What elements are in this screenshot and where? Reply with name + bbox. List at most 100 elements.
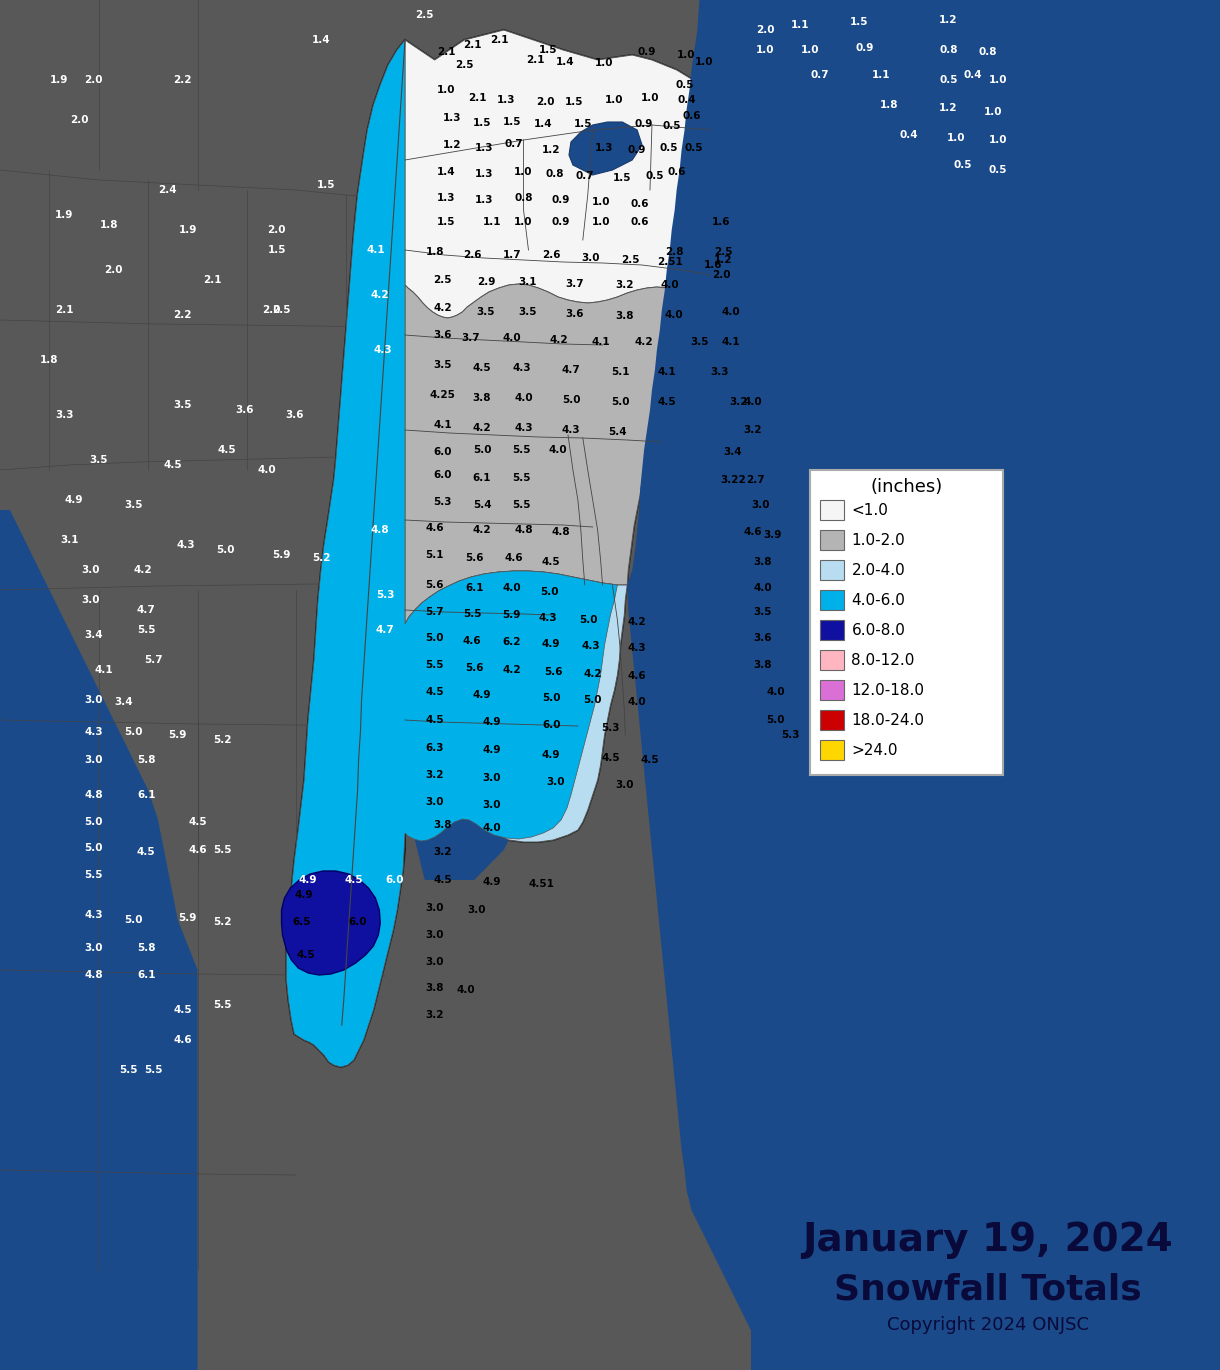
- Text: 1.5: 1.5: [573, 119, 592, 129]
- Polygon shape: [287, 30, 731, 1067]
- Text: 3.8: 3.8: [473, 393, 492, 403]
- Text: 0.9: 0.9: [634, 119, 653, 129]
- Text: 5.0: 5.0: [561, 395, 581, 406]
- Text: 0.5: 0.5: [939, 75, 958, 85]
- Text: 6.1: 6.1: [473, 473, 492, 484]
- Text: 12.0-18.0: 12.0-18.0: [852, 682, 925, 697]
- Text: 4.9: 4.9: [65, 495, 83, 506]
- Text: 3.6: 3.6: [433, 330, 451, 340]
- Text: 1.6: 1.6: [711, 216, 731, 227]
- Text: January 19, 2024: January 19, 2024: [803, 1221, 1174, 1259]
- Text: 5.0: 5.0: [473, 445, 492, 455]
- Polygon shape: [627, 0, 1205, 1370]
- FancyBboxPatch shape: [820, 710, 843, 730]
- Text: 4.9: 4.9: [473, 690, 492, 700]
- Text: 4.3: 4.3: [561, 425, 581, 436]
- Text: 4.8: 4.8: [514, 525, 533, 536]
- Text: 6.1: 6.1: [137, 970, 155, 980]
- Polygon shape: [287, 40, 617, 1067]
- FancyBboxPatch shape: [820, 500, 843, 521]
- Text: 1.9: 1.9: [55, 210, 73, 221]
- Text: 1.2: 1.2: [714, 255, 732, 264]
- Text: 2.9: 2.9: [477, 277, 495, 286]
- Text: 5.9: 5.9: [168, 730, 187, 740]
- Text: 3.0: 3.0: [467, 906, 486, 915]
- Text: 4.6: 4.6: [504, 553, 523, 563]
- FancyBboxPatch shape: [820, 649, 843, 670]
- Text: 1.8: 1.8: [40, 355, 59, 364]
- Text: 1.2: 1.2: [939, 103, 958, 112]
- Text: 1.0: 1.0: [595, 58, 614, 68]
- Text: 1.0: 1.0: [695, 58, 714, 67]
- Text: 5.6: 5.6: [465, 553, 483, 563]
- Text: 4.5: 4.5: [658, 397, 676, 407]
- Text: 3.0: 3.0: [545, 777, 565, 786]
- Text: 3.4: 3.4: [84, 630, 104, 640]
- Text: 1.1: 1.1: [872, 70, 891, 79]
- Text: 4.5: 4.5: [173, 1006, 192, 1015]
- Text: 3.0: 3.0: [84, 695, 104, 706]
- Text: 0.8: 0.8: [545, 169, 565, 179]
- Text: 3.5: 3.5: [691, 337, 709, 347]
- Text: 0.6: 0.6: [682, 111, 700, 121]
- Text: 3.7: 3.7: [566, 279, 584, 289]
- Text: 5.0: 5.0: [216, 545, 234, 555]
- Text: 6.1: 6.1: [137, 790, 155, 800]
- Text: 0.7: 0.7: [810, 70, 830, 79]
- Text: 0.7: 0.7: [576, 171, 594, 181]
- Text: 4.5: 4.5: [137, 847, 155, 858]
- Text: 4.0-6.0: 4.0-6.0: [852, 592, 905, 607]
- Text: 5.5: 5.5: [84, 870, 104, 880]
- Text: 5.0: 5.0: [611, 397, 630, 407]
- Text: 6.0: 6.0: [349, 917, 367, 927]
- Text: 4.8: 4.8: [551, 527, 571, 537]
- Text: 3.8: 3.8: [753, 660, 772, 670]
- Text: 1.5: 1.5: [614, 173, 632, 184]
- Text: 2.5: 2.5: [433, 275, 451, 285]
- Text: 0.6: 0.6: [631, 199, 649, 210]
- Text: 4.0: 4.0: [628, 697, 647, 707]
- Text: 0.5: 0.5: [662, 121, 681, 132]
- Text: 1.0: 1.0: [605, 95, 623, 105]
- Text: 1.0: 1.0: [988, 136, 1006, 145]
- Text: 0.9: 0.9: [628, 145, 647, 155]
- Text: 3.1: 3.1: [518, 277, 537, 286]
- Text: 4.2: 4.2: [472, 423, 492, 433]
- Text: 1.2: 1.2: [939, 15, 958, 25]
- Text: 3.0: 3.0: [426, 797, 444, 807]
- Text: 4.25: 4.25: [429, 390, 455, 400]
- Text: 4.9: 4.9: [295, 890, 314, 900]
- Text: 5.0: 5.0: [542, 693, 560, 703]
- Text: 4.0: 4.0: [549, 445, 567, 455]
- Text: 4.1: 4.1: [658, 367, 676, 377]
- Text: 1.8: 1.8: [99, 221, 118, 230]
- Text: 2.5: 2.5: [621, 255, 639, 264]
- Text: 5.0: 5.0: [124, 915, 143, 925]
- Text: 4.8: 4.8: [84, 790, 104, 800]
- Text: 5.0: 5.0: [766, 715, 784, 725]
- Text: 4.3: 4.3: [375, 345, 393, 355]
- Text: 1.5: 1.5: [503, 116, 521, 127]
- Text: 5.5: 5.5: [120, 1064, 138, 1075]
- Text: 5.3: 5.3: [781, 730, 799, 740]
- Text: 3.0: 3.0: [426, 958, 444, 967]
- Text: 3.0: 3.0: [426, 930, 444, 940]
- Text: 5.2: 5.2: [214, 917, 232, 927]
- Text: 0.9: 0.9: [551, 216, 570, 227]
- Polygon shape: [0, 510, 198, 1370]
- Text: 1.9: 1.9: [178, 225, 196, 236]
- Text: 2.1: 2.1: [55, 306, 73, 315]
- Text: 1.8: 1.8: [880, 100, 898, 110]
- Text: 3.5: 3.5: [173, 400, 192, 410]
- Text: 4.5: 4.5: [472, 363, 492, 373]
- Text: Snowfall Totals: Snowfall Totals: [834, 1273, 1142, 1307]
- Text: 1.3: 1.3: [497, 95, 515, 105]
- Polygon shape: [405, 571, 627, 843]
- Text: 2.4: 2.4: [159, 185, 177, 195]
- Text: 5.5: 5.5: [426, 660, 444, 670]
- Text: 1.5: 1.5: [437, 216, 456, 227]
- Text: 5.5: 5.5: [462, 610, 482, 619]
- Text: 4.5: 4.5: [640, 755, 659, 764]
- Text: 1.0: 1.0: [983, 107, 1002, 116]
- Text: 5.9: 5.9: [272, 549, 290, 560]
